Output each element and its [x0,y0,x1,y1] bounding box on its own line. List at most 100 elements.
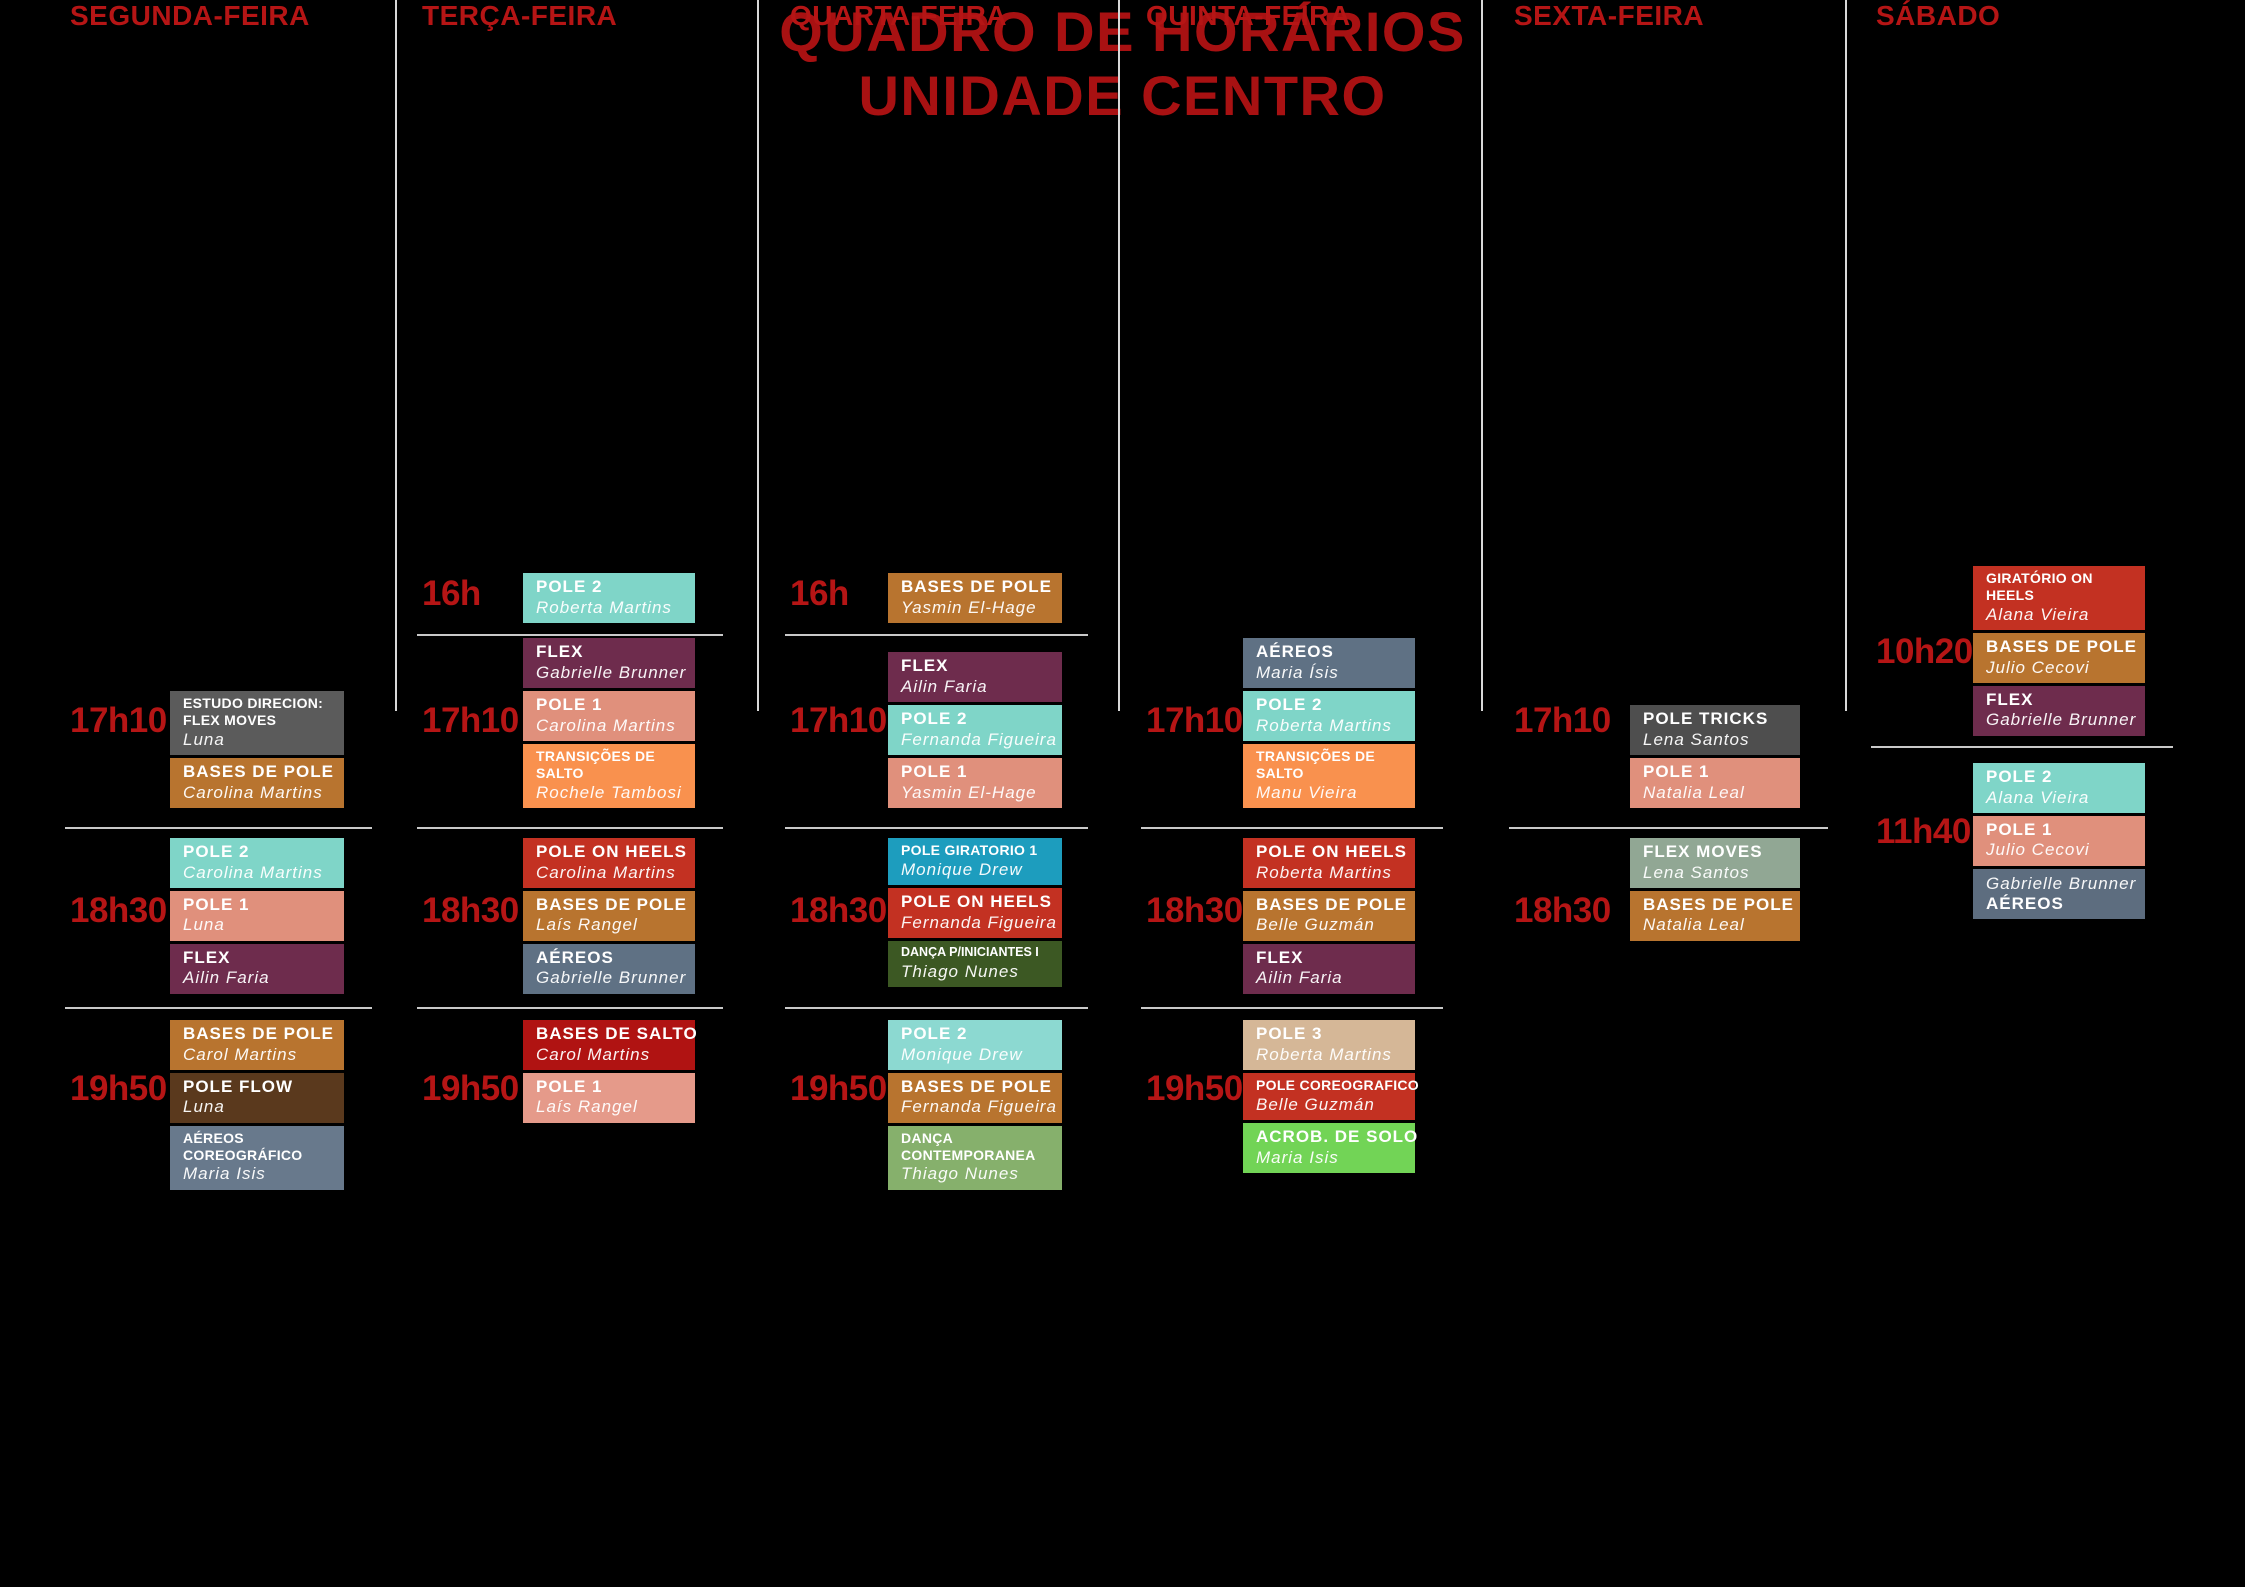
class-teacher: Carol Martins [183,1044,298,1064]
class-title: BASES DE POLE [901,577,1058,597]
class-title: FLEX [1256,948,1411,968]
class-title: BASES DE POLE [1256,895,1411,915]
class-title: POLE 2 [901,709,1058,729]
time-group: POLE TRICKS Lena Santos POLE 1 Natalia Leal [1630,705,1800,808]
class-teacher: Roberta Martins [1256,715,1392,735]
time-group: BASES DE POLE Carol Martins POLE FLOW Luna A… [170,1020,344,1190]
class-title-line: DANÇA P/INICIANTES I [901,945,1039,960]
class-title-line: FLEX MOVES [183,711,277,728]
class-title: FLEX [901,656,1058,676]
class-teacher: Carolina Martins [536,862,676,882]
day-header: SEXTA-FEIRA [1514,0,1705,31]
class-title: TRANSIÇÕES DE SALTO [536,748,691,782]
class-title: FLEX [1986,690,2141,710]
class-title: POLE 1 [183,895,340,915]
class-block: POLE 1 Carolina Martins [523,691,695,742]
class-title-line: TRANSIÇÕES DE [536,748,656,765]
time-group: POLE ON HEELS Roberta Martins BASES DE POL… [1243,838,1415,994]
class-teacher: Ailin Faria [901,676,988,696]
class-title-line: BASES DE POLE [1986,636,2137,656]
class-title-line: POLE 2 [183,842,250,861]
class-teacher: Maria Ísis [1256,662,1339,682]
row-divider [1871,746,2173,748]
class-block: Gabrielle Brunner AÉREOS [1973,868,2145,919]
column-separator [757,0,759,711]
class-title-line: POLE 3 [1256,1024,1323,1043]
time-label: 18h30 [790,891,887,930]
class-title-line: SALTO [1256,764,1304,781]
row-divider [65,827,372,829]
class-title: POLE 1 [536,695,691,715]
class-title-line: CONTEMPORANEA [901,1146,1036,1163]
class-title: POLE 1 [1643,762,1796,782]
class-title-line: POLE ON HEELS [901,892,1052,912]
class-title: POLE 1 [901,762,1058,782]
class-block: BASES DE POLE Belle Guzmán [1243,890,1415,941]
class-teacher: Carolina Martins [536,715,676,735]
time-label: 18h30 [70,891,167,930]
class-title-line: HEELS [1986,586,2035,603]
class-title-line: FLEX [1256,947,1304,967]
class-title: GIRATÓRIO ON HEELS [1986,570,2141,604]
class-teacher: Lena Santos [1643,862,1750,882]
class-title: FLEX MOVES [1643,842,1796,862]
class-block: BASES DE POLE Yasmin El-Hage [888,573,1062,623]
class-teacher: Gabrielle Brunner [1986,873,2137,893]
row-divider [1509,827,1828,829]
class-title: TRANSIÇÕES DE SALTO [1256,748,1411,782]
class-teacher: Julio Cecovi [1986,657,2090,677]
class-title-line: GIRATÓRIO ON [1986,570,2093,586]
class-block: POLE 2 Fernanda Figueira [888,705,1062,756]
class-block: FLEX Gabrielle Brunner [1973,685,2145,736]
class-title-line: POLE TRICKS [1643,709,1769,729]
time-label: 18h30 [1514,891,1611,930]
class-title-line: AÉREOS [183,1129,244,1146]
class-block: BASES DE POLE Carolina Martins [170,758,344,808]
class-block: POLE 2 Roberta Martins [1243,691,1415,742]
class-title-line: FLEX [183,947,231,967]
class-title-line: ESTUDO DIRECION: [183,695,324,712]
class-title: AÉREOS [1256,642,1411,662]
class-teacher: Lena Santos [1643,729,1750,749]
day-header: SÁBADO [1876,0,2001,31]
class-teacher: Manu Vieira [1256,782,1358,802]
class-teacher: Laís Rangel [536,1097,638,1117]
class-title-line: POLE FLOW [183,1076,294,1096]
class-teacher: Fernanda Figueira [901,729,1057,749]
time-group: AÉREOS Maria Ísis POLE 2 Roberta Martins TRA… [1243,638,1415,808]
row-divider [65,1007,372,1009]
class-title: FLEX [183,948,340,968]
class-title: POLE ON HEELS [536,842,691,862]
class-teacher: Monique Drew [901,1044,1023,1064]
class-teacher: Gabrielle Brunner [536,968,687,988]
class-teacher: Ailin Faria [1256,968,1343,988]
row-divider [417,1007,723,1009]
class-block: POLE 1 Yasmin El-Hage [888,758,1062,808]
class-block: TRANSIÇÕES DE SALTO Rochele Tambosi [523,744,695,808]
class-block: BASES DE POLE Julio Cecovi [1973,632,2145,683]
page-title-line2: UNIDADE CENTRO [858,63,1387,127]
class-title: ESTUDO DIRECION: FLEX MOVES [183,695,340,729]
class-teacher: Luna [183,729,225,749]
class-title: POLE TRICKS [1643,709,1796,729]
time-label: 19h50 [422,1069,519,1108]
class-title-line: BASES DE POLE [183,762,334,782]
class-teacher: Luna [183,1097,225,1117]
time-label: 16h [422,574,481,613]
class-title-line: AÉREOS [1986,894,2064,914]
time-label: 19h50 [1146,1069,1243,1108]
time-label: 18h30 [422,891,519,930]
time-group: BASES DE SALTO Carol Martins POLE 1 Laís Ra… [523,1020,698,1123]
class-title: POLE 2 [901,1024,1058,1044]
class-block: POLE TRICKS Lena Santos [1630,705,1800,756]
class-teacher: Carolina Martins [183,782,323,802]
class-title-line: BASES DE POLE [1643,894,1794,914]
row-divider [417,827,723,829]
class-title-line: BASES DE SALTO [536,1024,698,1043]
time-group: FLEX Ailin Faria POLE 2 Fernanda Figueira PO… [888,652,1062,808]
class-teacher: Yasmin El-Hage [901,597,1037,617]
class-title: POLE ON HEELS [1256,842,1411,862]
class-block: POLE FLOW Luna [170,1072,344,1123]
class-block: AÉREOS Maria Ísis [1243,638,1415,689]
class-title: POLE 1 [536,1077,691,1097]
